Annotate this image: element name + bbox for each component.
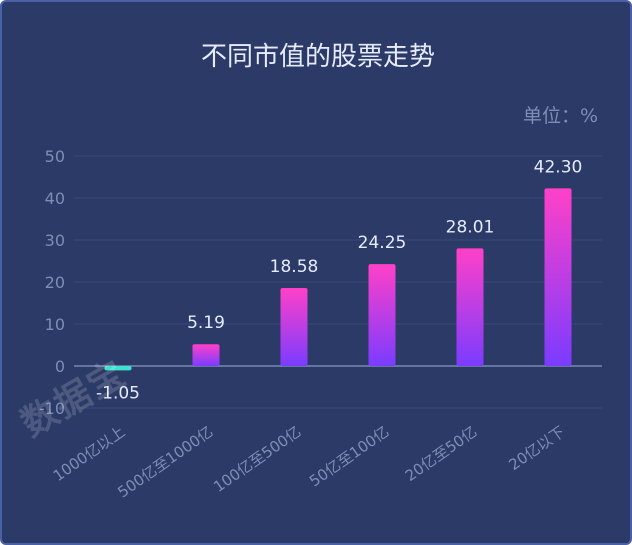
data-label: 42.30 (534, 157, 583, 177)
bar (544, 188, 572, 366)
y-tick-label: 50 (45, 147, 65, 166)
y-tick-label: 20 (45, 273, 65, 292)
bar (280, 287, 308, 366)
x-tick-label: 20亿至50亿 (402, 423, 480, 485)
bar (368, 264, 396, 366)
y-tick-label: 40 (45, 189, 65, 208)
chart-title: 不同市值的股票走势 (201, 42, 435, 72)
data-label: 18.58 (270, 257, 319, 277)
bar (104, 366, 132, 371)
x-tick-label: 1000亿以上 (50, 423, 128, 485)
data-label: 28.01 (446, 217, 495, 237)
y-tick-label: 10 (45, 315, 65, 334)
data-label: 24.25 (358, 233, 407, 253)
y-tick-label: 30 (45, 231, 65, 250)
x-tick-label: 50亿至100亿 (306, 423, 392, 491)
y-tick-label: -10 (39, 399, 65, 418)
data-label: -1.05 (96, 383, 140, 403)
bar (456, 248, 484, 366)
x-tick-label: 100亿至500亿 (210, 423, 304, 496)
x-tick-label: 20亿以下 (505, 423, 568, 475)
bar (192, 344, 220, 366)
x-tick-label: 500亿至1000亿 (114, 423, 216, 502)
data-label: 5.19 (187, 313, 225, 333)
y-tick-label: 0 (55, 357, 65, 376)
unit-label: 单位：% (523, 105, 598, 127)
